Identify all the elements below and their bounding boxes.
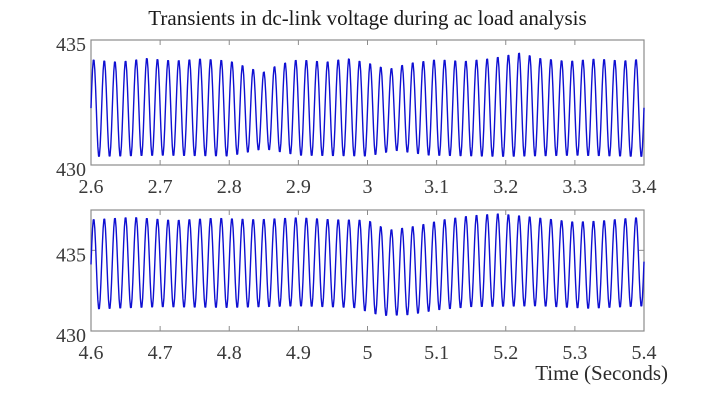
x-tick-label: 3.4: [632, 176, 657, 198]
x-tick-label: 5.4: [632, 342, 657, 364]
x-tick-label: 4.9: [286, 342, 311, 364]
y-tick-label: 435: [56, 34, 86, 56]
x-tick-label: 4.6: [79, 342, 104, 364]
x-tick-label: 4.8: [217, 342, 242, 364]
x-tick-label: 2.6: [79, 176, 104, 198]
waveform-line: [90, 213, 645, 316]
x-tick-label: 3.1: [424, 176, 449, 198]
x-tick-label: 3.3: [562, 176, 587, 198]
x-tick-label: 4.7: [148, 342, 173, 364]
x-tick-label: 5.2: [493, 342, 518, 364]
y-tick-label: 430: [56, 325, 86, 347]
x-tick-label: 2.9: [286, 176, 311, 198]
x-tick-label: 5.1: [424, 342, 449, 364]
chart-title: Transients in dc-link voltage during ac …: [148, 6, 587, 30]
x-tick-label: 5: [363, 342, 373, 364]
x-axis-label: Time (Seconds): [535, 361, 668, 385]
x-tick-label: 2.8: [217, 176, 242, 198]
x-tick-label: 3.2: [493, 176, 518, 198]
y-tick-label: 430: [56, 159, 86, 181]
x-tick-label: 3: [363, 176, 373, 198]
x-tick-label: 5.3: [562, 342, 587, 364]
x-tick-label: 2.7: [148, 176, 173, 198]
y-tick-label: 435: [56, 244, 86, 266]
waveform-line: [90, 52, 645, 157]
